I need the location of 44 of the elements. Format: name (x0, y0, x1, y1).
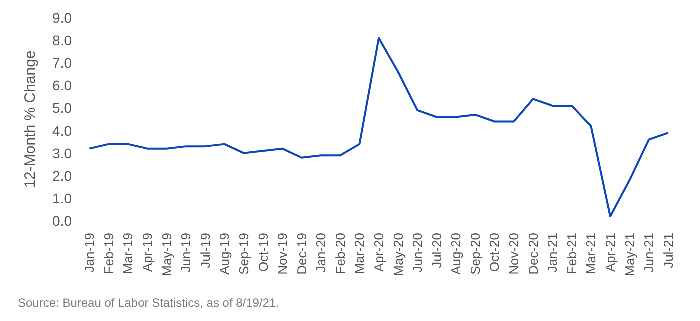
x-tick-label: Jun-21 (642, 233, 657, 273)
x-tick-label: Apr-19 (140, 233, 156, 272)
y-tick-label: 4.0 (52, 122, 72, 139)
x-tick-label: Jul-21 (660, 233, 676, 268)
x-tick-label: Dec-19 (294, 233, 310, 275)
x-tick-label: Nov-19 (275, 233, 290, 275)
y-tick-label: 9.0 (52, 10, 72, 26)
x-tick-label: Aug-20 (448, 233, 464, 275)
x-tick-label: Feb-19 (101, 233, 116, 274)
x-tick-label: Feb-21 (564, 233, 580, 274)
x-tick-label: May-19 (159, 233, 174, 276)
x-tick-label: Jun-20 (410, 233, 426, 273)
x-tick-label: May-20 (390, 233, 406, 276)
x-tick-label: Jan-21 (545, 233, 560, 273)
y-tick-label: 0.0 (52, 213, 72, 229)
x-tick-label: Oct-19 (256, 233, 271, 272)
x-tick-label: Mar-21 (584, 233, 599, 274)
source-note: Source: Bureau of Labor Statistics, as of 8/19/21. (18, 296, 280, 310)
x-tick-label: Aug-19 (217, 233, 232, 275)
x-tick-label: Jul-19 (198, 233, 213, 268)
y-tick-label: 6.0 (52, 78, 72, 94)
x-tick-label: Oct-20 (487, 233, 502, 272)
x-tick-label: Nov-20 (506, 233, 522, 275)
x-tick-label: Apr-21 (602, 233, 618, 272)
x-tick-label: Apr-20 (372, 233, 386, 272)
x-tick-label: Dec-20 (526, 233, 541, 275)
x-tick-label: Mar-20 (352, 233, 368, 274)
x-tick-label: May-21 (622, 233, 638, 276)
x-tick-label: Feb-20 (332, 233, 348, 274)
y-tick-label: 5.0 (52, 100, 72, 116)
y-tick-label: 7.0 (52, 55, 72, 72)
y-tick-label: 1.0 (52, 190, 72, 206)
x-tick-label: Jun-19 (178, 233, 194, 273)
x-tick-label: Jul-20 (429, 233, 444, 268)
x-tick-label: Jan-19 (82, 233, 98, 273)
y-axis-title: 12-Month % Change (22, 50, 39, 188)
line-series (88, 37, 670, 218)
x-tick-label: Mar-19 (120, 233, 136, 274)
y-tick-label: 3.0 (52, 145, 72, 162)
y-tick-label: 2.0 (52, 168, 72, 184)
y-tick-label: 8.0 (52, 32, 72, 49)
x-tick-label: Jan-20 (314, 233, 329, 273)
x-tick-label: Sep-19 (236, 233, 252, 275)
x-tick-label: Sep-20 (468, 233, 483, 275)
